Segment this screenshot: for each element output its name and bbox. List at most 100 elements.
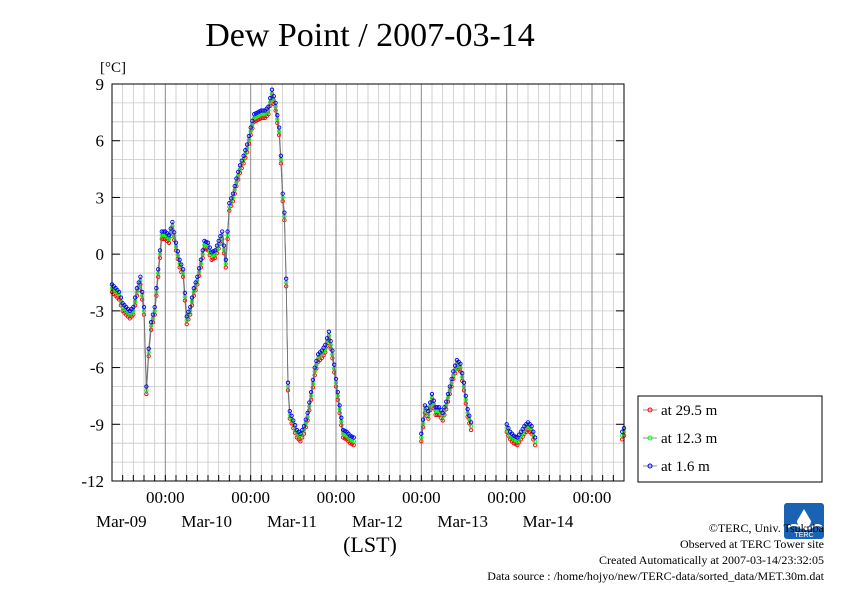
x-tick-label-date: Mar-09 (96, 512, 147, 531)
series-point (200, 248, 205, 253)
series-point (305, 410, 310, 416)
series-point (260, 108, 266, 113)
series-point (246, 133, 252, 139)
series-point (467, 413, 472, 418)
series-point (243, 148, 248, 153)
series-point (282, 210, 287, 215)
series-layer (109, 87, 627, 448)
series-point (218, 234, 223, 239)
series-point (132, 295, 138, 300)
series-3 (109, 87, 627, 440)
series-point (284, 276, 289, 281)
series-point (298, 431, 303, 436)
x-tick-label-date: Mar-14 (523, 512, 574, 531)
series-point (269, 87, 275, 92)
series-point (506, 425, 511, 431)
series-point (516, 432, 522, 437)
chart-title: Dew Point / 2007-03-14 (205, 17, 535, 54)
series-point (308, 389, 314, 395)
series-point (442, 405, 447, 410)
series-point (236, 169, 241, 175)
series-point (170, 219, 175, 225)
series-point (220, 229, 225, 234)
series-point (193, 280, 198, 285)
series-point (420, 417, 426, 422)
legend-label: at 1.6 m (661, 459, 710, 475)
copyright-text: ©TERC, Univ. Tsukuba (708, 521, 824, 535)
series-line (111, 93, 354, 442)
series-point (532, 435, 538, 440)
series-point (337, 403, 342, 408)
series-point (234, 176, 239, 181)
series-point (280, 191, 285, 196)
y-tick-label: 6 (96, 132, 105, 151)
series-point (179, 262, 184, 267)
series-point (175, 249, 180, 254)
legend-marker (647, 435, 653, 441)
series-point (273, 100, 278, 106)
series-point (150, 312, 156, 317)
legend-marker (647, 463, 653, 469)
series-point (444, 399, 449, 404)
series-point (326, 329, 332, 334)
series-point (451, 369, 456, 374)
series-point (300, 427, 305, 433)
series-point (440, 410, 445, 416)
series-point (173, 240, 179, 245)
series-point (148, 320, 154, 325)
y-tick-label: 9 (96, 75, 105, 94)
legend-label: at 29.5 m (661, 403, 718, 419)
legend-marker (647, 407, 653, 413)
series-point (177, 257, 182, 262)
series-point (323, 342, 328, 348)
y-axis-unit: [°C] (100, 60, 126, 76)
x-tick-label-date: Mar-12 (352, 512, 403, 531)
series-point (225, 229, 230, 234)
series-point (223, 257, 228, 262)
series-point (319, 348, 324, 353)
series-point (227, 200, 232, 206)
series-point (461, 380, 467, 385)
series-point (278, 153, 284, 158)
series-point (161, 229, 166, 234)
x-tick-label-time: 00:00 (487, 488, 526, 507)
series-point (531, 429, 536, 434)
series-point (287, 408, 292, 414)
series-point (140, 289, 145, 295)
legend: at 29.5 m at 12.3 m at 1.6 m (637, 395, 823, 483)
series-line (111, 97, 354, 446)
series-point (212, 248, 218, 253)
y-tick-label: 0 (96, 245, 105, 264)
x-tick-label-date: Mar-11 (267, 512, 317, 531)
x-tick-label-date: Mar-13 (437, 512, 488, 531)
series-point (144, 384, 149, 389)
credits: ©TERC, Univ. Tsukuba Observed at TERC To… (487, 520, 824, 584)
y-tick-label: 3 (96, 188, 105, 207)
series-point (250, 118, 255, 124)
series-line (111, 89, 354, 438)
series-point (216, 238, 221, 244)
series-point (429, 391, 435, 397)
series-point (157, 248, 163, 253)
series-point (180, 267, 186, 272)
series-point (146, 346, 151, 351)
series-point (168, 226, 173, 231)
series-point (221, 243, 227, 248)
series-point (307, 400, 312, 405)
series-point (228, 196, 234, 201)
legend-box (637, 395, 823, 483)
series-point (310, 377, 316, 383)
series-point (468, 420, 474, 425)
series-point (271, 94, 276, 99)
series-point (324, 336, 330, 341)
series-point (445, 391, 451, 397)
series-point (285, 380, 291, 385)
x-tick-label-time: 00:00 (402, 488, 441, 507)
y-tick-label: -12 (81, 472, 104, 491)
series-point (154, 286, 159, 291)
series-point (207, 245, 212, 250)
series-point (230, 191, 236, 196)
series-point (241, 153, 246, 158)
series-point (435, 405, 440, 410)
series-point (191, 286, 196, 291)
